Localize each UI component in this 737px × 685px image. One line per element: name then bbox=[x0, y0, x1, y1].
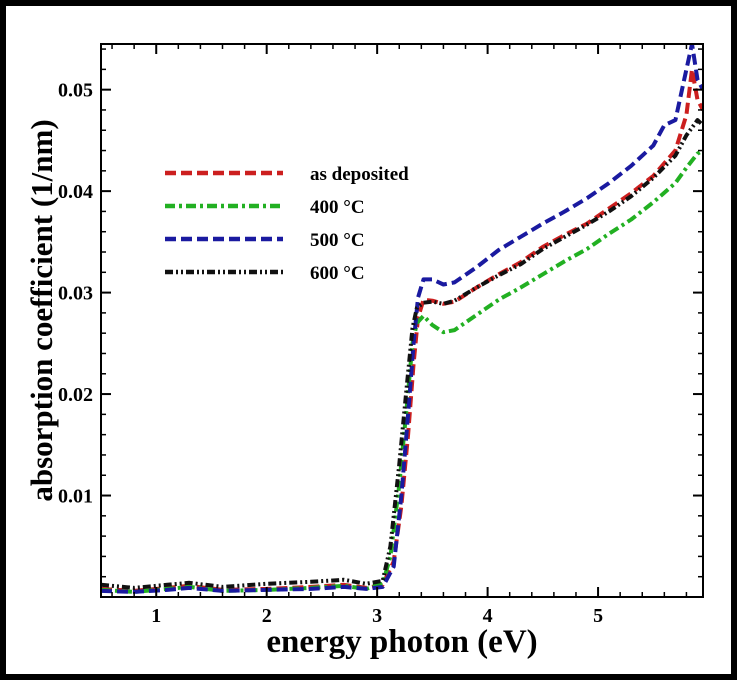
legend-label-2: 500 °C bbox=[310, 230, 365, 251]
x-tick-label: 2 bbox=[262, 605, 272, 627]
x-axis-title: energy photon (eV) bbox=[266, 624, 537, 660]
ticks-layer: 1 2 3 4 5 0.01 0.02 0.03 0.04 0.05 bbox=[58, 44, 703, 627]
series-line-1 bbox=[101, 148, 703, 594]
series-layer bbox=[101, 44, 703, 594]
x-tick-label: 4 bbox=[483, 605, 493, 627]
x-tick-label: 5 bbox=[593, 605, 603, 627]
legend-label-1: 400 °C bbox=[310, 197, 365, 218]
plot-area-border bbox=[100, 43, 704, 598]
series-line-3 bbox=[101, 118, 703, 590]
y-tick-label: 0.05 bbox=[58, 80, 93, 102]
legend: as deposited 400 °C 500 °C 600 °C bbox=[165, 164, 409, 284]
x-tick-label: 3 bbox=[372, 605, 382, 627]
x-tick-label: 1 bbox=[151, 605, 161, 627]
legend-label-3: 600 °C bbox=[310, 263, 365, 284]
y-tick-label: 0.02 bbox=[58, 384, 93, 406]
series-line-2 bbox=[101, 44, 703, 594]
y-axis-title: absorption coefficient (1/nm) bbox=[24, 119, 59, 501]
y-tick-label: 0.03 bbox=[58, 283, 93, 305]
y-tick-label: 0.04 bbox=[58, 181, 93, 203]
y-tick-label: 0.01 bbox=[58, 486, 93, 508]
legend-label-0: as deposited bbox=[310, 164, 409, 185]
